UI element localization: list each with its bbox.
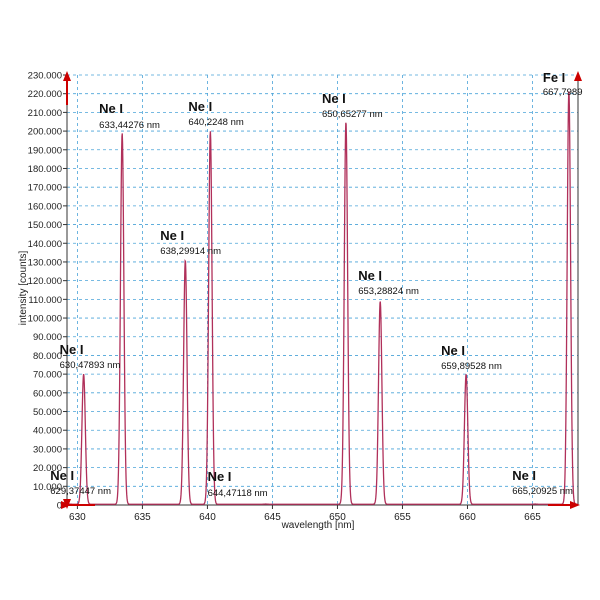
y-tick-label: 210.000	[28, 108, 62, 119]
y-tick-label: 90.000	[33, 332, 62, 343]
peak-wavelength-label: 630,47893 nm	[60, 360, 121, 371]
x-tick-label: 645	[264, 512, 281, 523]
y-tick-label: 30.000	[33, 444, 62, 455]
y-axis-arrow-up-icon	[63, 71, 71, 81]
peak-wavelength-label: 650,65277 nm	[322, 109, 383, 120]
right-axis-arrow-up-icon	[574, 71, 582, 81]
peak-element-label: Ne I	[99, 101, 123, 116]
axis-arrows	[61, 71, 582, 509]
peak-element-label: Ne I	[512, 468, 536, 483]
y-tick-label: 190.000	[28, 145, 62, 156]
y-tick-label: 170.000	[28, 183, 62, 194]
peak-element-label: Ne I	[60, 342, 84, 357]
peak-wavelength-label: 665,20925 nm	[512, 486, 573, 497]
y-tick-label: 140.000	[28, 239, 62, 250]
y-tick-label: 20.000	[33, 463, 62, 474]
peak-element-label: Ne I	[50, 468, 74, 483]
peak-element-label: Fe I	[543, 70, 565, 85]
x-tick-label: 640	[199, 512, 216, 523]
spectrum-series	[66, 91, 578, 505]
x-tick-label: 660	[459, 512, 476, 523]
axes: 0 10.000 20.000 30.000 40.000 50.000 60.000 70.…	[28, 71, 579, 523]
y-tick-label: 0	[57, 501, 62, 512]
peak-wavelength-label: 640,2248 nm	[188, 117, 244, 128]
peak-element-label: Ne I	[160, 228, 184, 243]
peak-element-label: Ne I	[441, 343, 465, 358]
y-tick-label: 230.000	[28, 71, 62, 82]
peak-wavelength-label: 629,37447 nm	[50, 486, 111, 497]
x-tick-label: 630	[69, 512, 86, 523]
x-axis-title: wavelength [nm]	[281, 520, 355, 531]
y-tick-label: 110.000	[28, 295, 62, 306]
y-tick-label: 150.000	[28, 220, 62, 231]
y-axis-title: intensity [counts]	[18, 251, 29, 326]
y-tick-label: 180.000	[28, 164, 62, 175]
peak-wavelength-label: 659,89528 nm	[441, 361, 502, 372]
peak-element-label: Ne I	[208, 469, 232, 484]
grid	[67, 74, 578, 505]
peak-element-label: Ne I	[188, 99, 212, 114]
x-axis-arrow-left-icon	[61, 501, 71, 509]
peak-wavelength-label: 633,44276 nm	[99, 120, 160, 131]
y-tick-label: 10.000	[33, 482, 62, 493]
peak-wavelength-label: 667,7989	[543, 87, 583, 98]
y-tick-label: 130.000	[28, 257, 62, 268]
peak-wavelength-label: 638,29914 nm	[160, 246, 221, 257]
x-tick-label: 635	[134, 512, 151, 523]
peak-labels: Ne I 629,37447 nm Ne I 630,47893 nm Ne I 633,…	[50, 70, 582, 499]
peak-wavelength-label: 653,28824 nm	[358, 286, 419, 297]
y-tick-label: 50.000	[33, 407, 62, 418]
y-tick-label: 40.000	[33, 426, 62, 437]
x-tick-label: 650	[329, 512, 346, 523]
y-tick-label: 160.000	[28, 201, 62, 212]
y-tick-label: 70.000	[33, 370, 62, 381]
y-tick-label: 100.000	[28, 314, 62, 325]
y-tick-label: 200.000	[28, 127, 62, 138]
x-tick-label: 665	[524, 512, 541, 523]
y-tick-label: 80.000	[33, 351, 62, 362]
peak-element-label: Ne I	[322, 91, 346, 106]
spectrum-line	[66, 91, 578, 505]
y-tick-label: 60.000	[33, 388, 62, 399]
x-tick-label: 655	[394, 512, 411, 523]
peak-wavelength-label: 644,47118 nm	[208, 488, 268, 499]
y-tick-label: 120.000	[28, 276, 62, 287]
peak-element-label: Ne I	[358, 268, 382, 283]
y-tick-label: 220.000	[28, 89, 62, 100]
